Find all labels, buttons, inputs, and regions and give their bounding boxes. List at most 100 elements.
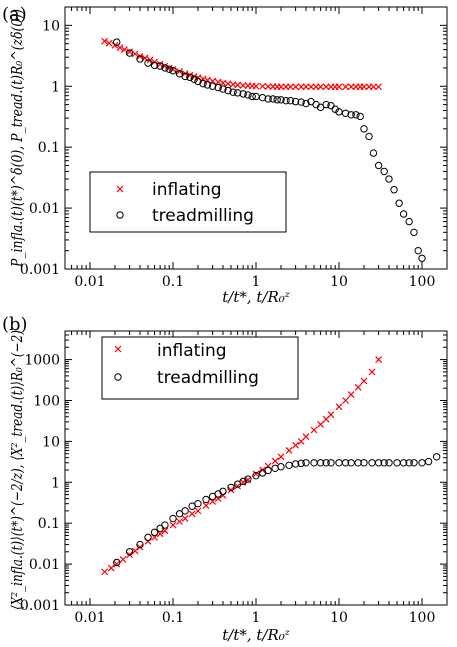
data-point-treadmilling <box>285 461 293 470</box>
data-point-inflating <box>360 83 368 91</box>
data-point-treadmilling <box>302 459 310 467</box>
data-point-treadmilling <box>229 88 237 96</box>
data-point-inflating <box>335 83 343 91</box>
data-point-treadmilling <box>369 149 378 157</box>
data-point-treadmilling <box>161 521 169 529</box>
panel-b: (b) 0.01 0.1 1 10 1000.0010.010.11101001000 … <box>2 314 448 644</box>
x-tick-label: 100 <box>409 274 436 290</box>
data-point-treadmilling <box>169 514 177 523</box>
data-point-inflating <box>307 83 315 91</box>
data-point-treadmilling <box>244 91 252 99</box>
panel-b-ylabel: ⟨X²_infla.(t)⟩(t*)^(−2/z), ⟨X²_tread.(t)… <box>8 330 26 610</box>
data-point-treadmilling <box>327 459 335 467</box>
panel-b-legend-label-treadmilling: treadmilling <box>157 368 259 388</box>
data-point-treadmilling <box>399 210 408 218</box>
data-point-treadmilling <box>418 459 426 467</box>
data-point-treadmilling <box>227 483 235 492</box>
data-point-treadmilling <box>165 65 173 73</box>
panel-a-label: (a) <box>2 4 27 25</box>
data-point-treadmilling <box>125 548 134 556</box>
data-point-inflating <box>176 68 183 75</box>
data-point-treadmilling <box>385 175 393 183</box>
data-point-treadmilling <box>194 499 202 508</box>
x-tick-label: 0.1 <box>162 610 184 626</box>
data-point-treadmilling <box>335 459 343 467</box>
data-point-treadmilling <box>258 93 267 102</box>
data-point-inflating <box>136 52 144 60</box>
x-tick-label: 100 <box>409 610 436 626</box>
data-point-treadmilling <box>360 459 368 467</box>
panel-a: (a) 0.01 0.1 1 10 100 0.001 0.01 0.1 1 10 inflati… <box>2 4 448 306</box>
x-tick-label: 0.01 <box>74 610 105 626</box>
data-point-treadmilling <box>224 86 232 95</box>
data-point-inflating <box>302 83 310 91</box>
data-point-treadmilling <box>161 64 169 72</box>
data-point-treadmilling <box>199 80 207 88</box>
panel-a-legend-label-treadmilling: treadmilling <box>152 206 254 226</box>
data-point-treadmilling <box>410 459 418 467</box>
data-point-treadmilling <box>393 459 401 467</box>
data-point-treadmilling <box>352 111 360 119</box>
data-point-treadmilling <box>424 457 433 466</box>
data-point-inflating <box>302 433 310 441</box>
data-point-treadmilling <box>297 98 305 106</box>
data-point-inflating <box>113 560 121 568</box>
y-tick-label: 1 <box>51 79 60 95</box>
data-point-inflating <box>342 83 350 91</box>
y-tick-label: 0.01 <box>29 557 60 573</box>
data-point-inflating <box>126 48 134 56</box>
data-point-inflating <box>370 83 377 91</box>
data-point-treadmilling <box>113 38 121 46</box>
data-point-treadmilling <box>282 96 290 105</box>
data-point-treadmilling <box>244 475 252 483</box>
panel-b-label: (b) <box>2 314 28 335</box>
panel-a-legend-marker-treadmilling <box>116 211 124 219</box>
data-point-inflating <box>146 56 154 64</box>
data-point-inflating <box>101 37 109 45</box>
data-point-treadmilling <box>347 459 355 467</box>
panel-a-legend-label-inflating: inflating <box>152 180 222 200</box>
data-point-inflating <box>292 83 300 91</box>
data-point-inflating <box>285 447 293 454</box>
data-point-treadmilling <box>322 459 330 467</box>
data-point-inflating <box>116 44 124 52</box>
data-point-inflating <box>119 556 127 563</box>
data-point-treadmilling <box>233 89 242 97</box>
data-point-inflating <box>277 83 285 91</box>
data-point-treadmilling <box>331 105 339 113</box>
data-point-treadmilling <box>219 85 227 93</box>
x-tick-label: 0.01 <box>74 274 105 290</box>
data-point-treadmilling <box>181 507 189 515</box>
data-point-treadmilling <box>291 97 300 106</box>
data-point-treadmilling <box>341 109 350 117</box>
y-tick-label: 1000 <box>24 353 60 369</box>
data-point-treadmilling <box>385 459 393 467</box>
data-point-inflating <box>202 502 210 509</box>
data-point-treadmilling <box>302 99 310 108</box>
data-point-treadmilling <box>156 62 164 70</box>
panel-a-legend-marker-inflating <box>116 185 124 193</box>
panel-a-ticks: 0.01 0.1 1 10 100 0.001 0.01 0.1 1 10 <box>20 6 448 290</box>
data-point-inflating <box>252 82 260 90</box>
data-point-inflating <box>131 547 139 555</box>
data-point-treadmilling <box>297 459 305 468</box>
data-point-inflating <box>252 470 260 478</box>
data-point-treadmilling <box>248 92 256 101</box>
data-point-treadmilling <box>405 217 413 226</box>
y-tick-label: 10 <box>42 434 60 450</box>
data-point-treadmilling <box>410 228 418 237</box>
data-point-inflating <box>227 486 235 494</box>
panel-b-legend-marker-inflating <box>114 345 122 353</box>
data-point-inflating <box>144 537 152 545</box>
y-tick-label: 0.01 <box>29 201 60 217</box>
data-point-treadmilling <box>269 95 277 103</box>
data-point-treadmilling <box>175 510 184 518</box>
data-point-treadmilling <box>347 111 355 119</box>
y-tick-label: 0.1 <box>38 516 60 532</box>
data-point-inflating <box>287 83 294 91</box>
data-point-inflating <box>107 564 115 572</box>
data-point-treadmilling <box>144 533 152 542</box>
data-point-inflating <box>259 82 266 90</box>
data-point-inflating <box>169 65 177 73</box>
